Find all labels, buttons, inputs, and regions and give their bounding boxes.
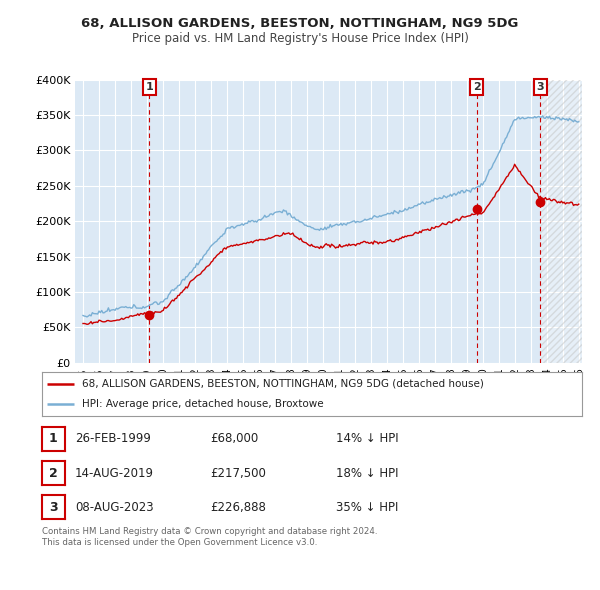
Bar — [541, 80, 582, 363]
Text: 68, ALLISON GARDENS, BEESTON, NOTTINGHAM, NG9 5DG (detached house): 68, ALLISON GARDENS, BEESTON, NOTTINGHAM… — [83, 379, 484, 389]
Text: 26-FEB-1999: 26-FEB-1999 — [75, 432, 151, 445]
Text: Contains HM Land Registry data © Crown copyright and database right 2024.
This d: Contains HM Land Registry data © Crown c… — [42, 527, 377, 547]
Text: £68,000: £68,000 — [210, 432, 258, 445]
Text: 3: 3 — [536, 82, 544, 91]
Text: 2: 2 — [49, 467, 58, 480]
Text: Price paid vs. HM Land Registry's House Price Index (HPI): Price paid vs. HM Land Registry's House … — [131, 32, 469, 45]
Text: HPI: Average price, detached house, Broxtowe: HPI: Average price, detached house, Brox… — [83, 399, 324, 409]
Bar — [541, 80, 582, 363]
Text: 2: 2 — [473, 82, 481, 91]
Text: 14% ↓ HPI: 14% ↓ HPI — [336, 432, 398, 445]
Text: 1: 1 — [145, 82, 153, 91]
Text: 68, ALLISON GARDENS, BEESTON, NOTTINGHAM, NG9 5DG: 68, ALLISON GARDENS, BEESTON, NOTTINGHAM… — [82, 17, 518, 30]
Text: 3: 3 — [49, 501, 58, 514]
Text: £226,888: £226,888 — [210, 501, 266, 514]
Text: 1: 1 — [49, 432, 58, 445]
Text: 18% ↓ HPI: 18% ↓ HPI — [336, 467, 398, 480]
Text: 08-AUG-2023: 08-AUG-2023 — [75, 501, 154, 514]
Text: £217,500: £217,500 — [210, 467, 266, 480]
Text: 35% ↓ HPI: 35% ↓ HPI — [336, 501, 398, 514]
Text: 14-AUG-2019: 14-AUG-2019 — [75, 467, 154, 480]
